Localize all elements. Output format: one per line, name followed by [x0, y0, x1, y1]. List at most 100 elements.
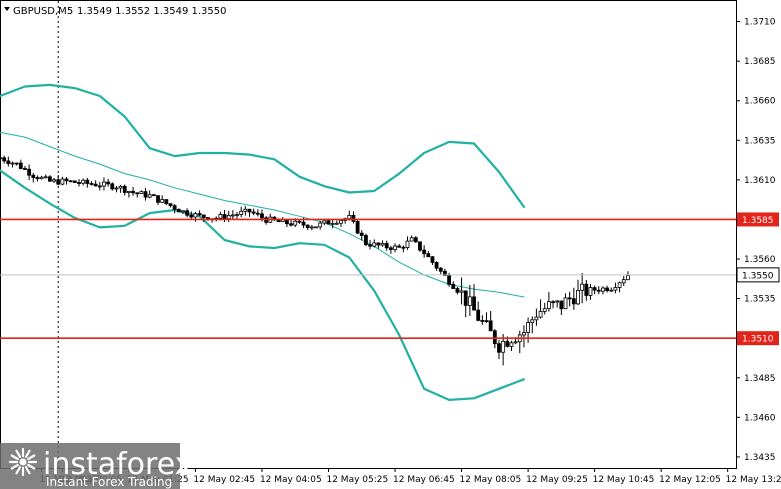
candle-body	[201, 214, 206, 218]
candle-body	[147, 194, 152, 198]
candle-body	[260, 213, 264, 219]
candle-body	[625, 275, 630, 281]
y-tick-label: 1.3710	[744, 18, 776, 28]
candle-body	[388, 247, 393, 250]
candle-body	[23, 168, 27, 170]
candle-body	[409, 237, 414, 242]
candle-body	[426, 253, 431, 258]
candle-body	[301, 221, 306, 226]
dropdown-triangle-icon[interactable]	[4, 7, 10, 11]
x-tick-label: 12 May 13:25	[726, 475, 781, 485]
candle-body	[413, 237, 418, 243]
candle-body	[56, 179, 61, 185]
candle-body	[226, 215, 231, 220]
x-tick-label: 12 May 02:45	[193, 475, 255, 485]
candle-body	[172, 205, 177, 210]
candle-body	[122, 185, 127, 193]
x-tick-label: 12 May 04:05	[260, 475, 322, 485]
level-price-tag	[737, 212, 779, 227]
sunburst-ray	[10, 454, 19, 461]
candle-body	[605, 287, 609, 292]
candle-body	[64, 178, 69, 182]
current-price-label: 1.3550	[742, 271, 774, 281]
sunburst-ray	[24, 466, 31, 475]
candle-body	[135, 192, 140, 195]
candle-body	[326, 220, 331, 225]
candle-body	[97, 185, 102, 188]
candle-body	[330, 223, 335, 225]
candle-body	[314, 226, 318, 229]
x-tick-label: 12 May 06:45	[393, 475, 455, 485]
candle-body	[47, 176, 52, 182]
watermark-logo: instaforex Instant Forex Trading	[0, 443, 192, 489]
candle-body	[555, 300, 560, 303]
candle-body	[230, 214, 235, 217]
candle-body	[601, 287, 605, 292]
candle-body	[185, 210, 190, 216]
candle-body	[93, 183, 98, 187]
sunburst-icon	[8, 447, 38, 477]
candle-body	[430, 256, 435, 263]
candle-body	[289, 223, 293, 226]
candle-body	[480, 319, 485, 322]
candle-body	[451, 283, 456, 289]
candle-body	[484, 320, 489, 323]
symbol-label: GBPUSD,M5	[13, 6, 73, 17]
candle-body	[285, 219, 289, 225]
candle-body	[613, 287, 618, 291]
bollinger-lower-band	[0, 169, 525, 401]
candle-body	[139, 191, 144, 194]
candle-body	[401, 246, 406, 249]
candle-body	[251, 211, 256, 214]
y-tick-label: 1.3460	[744, 413, 776, 423]
x-tick-label: 12 May 10:45	[593, 475, 655, 485]
candle-body	[43, 176, 48, 179]
candle-body	[309, 226, 314, 229]
candle-body	[505, 340, 510, 347]
candle-body	[443, 270, 447, 276]
candle-body	[89, 183, 94, 185]
x-tick-label: 12 May 12:05	[659, 475, 721, 485]
candle-body	[509, 342, 514, 347]
sunburst-ray	[15, 466, 22, 475]
candle-body	[14, 162, 19, 165]
candle-body	[151, 194, 156, 197]
candle-body	[359, 232, 364, 236]
candle-body	[297, 220, 302, 223]
candle-body	[563, 297, 568, 310]
candle-body	[181, 210, 185, 213]
candle-body	[2, 157, 7, 162]
candle-body	[243, 208, 248, 212]
candle-body	[513, 341, 518, 344]
candle-body	[239, 210, 244, 215]
candle-body	[522, 332, 526, 336]
candle-body	[164, 199, 169, 205]
candle-body	[114, 187, 119, 190]
candle-body	[197, 213, 202, 216]
candle-body	[168, 203, 173, 207]
candle-body	[218, 214, 223, 219]
candle-body	[571, 298, 576, 305]
candle-body	[492, 330, 497, 345]
candle-body	[372, 242, 377, 247]
candle-body	[380, 243, 385, 246]
candle-body	[339, 220, 343, 224]
candle-body	[538, 311, 543, 318]
sunburst-ray	[27, 454, 36, 461]
candle-body	[77, 182, 81, 184]
candle-body	[102, 181, 106, 187]
candle-body	[422, 249, 427, 255]
y-tick-label: 1.3635	[744, 136, 776, 146]
candle-body	[455, 288, 460, 293]
candle-body	[580, 283, 585, 291]
candle-body	[351, 215, 356, 222]
candle-body	[106, 181, 111, 185]
candle-body	[347, 215, 352, 220]
candle-body	[31, 174, 36, 178]
candle-body	[596, 289, 601, 292]
candle-body	[247, 208, 252, 213]
candle-body	[110, 183, 115, 190]
candle-body	[176, 208, 181, 213]
